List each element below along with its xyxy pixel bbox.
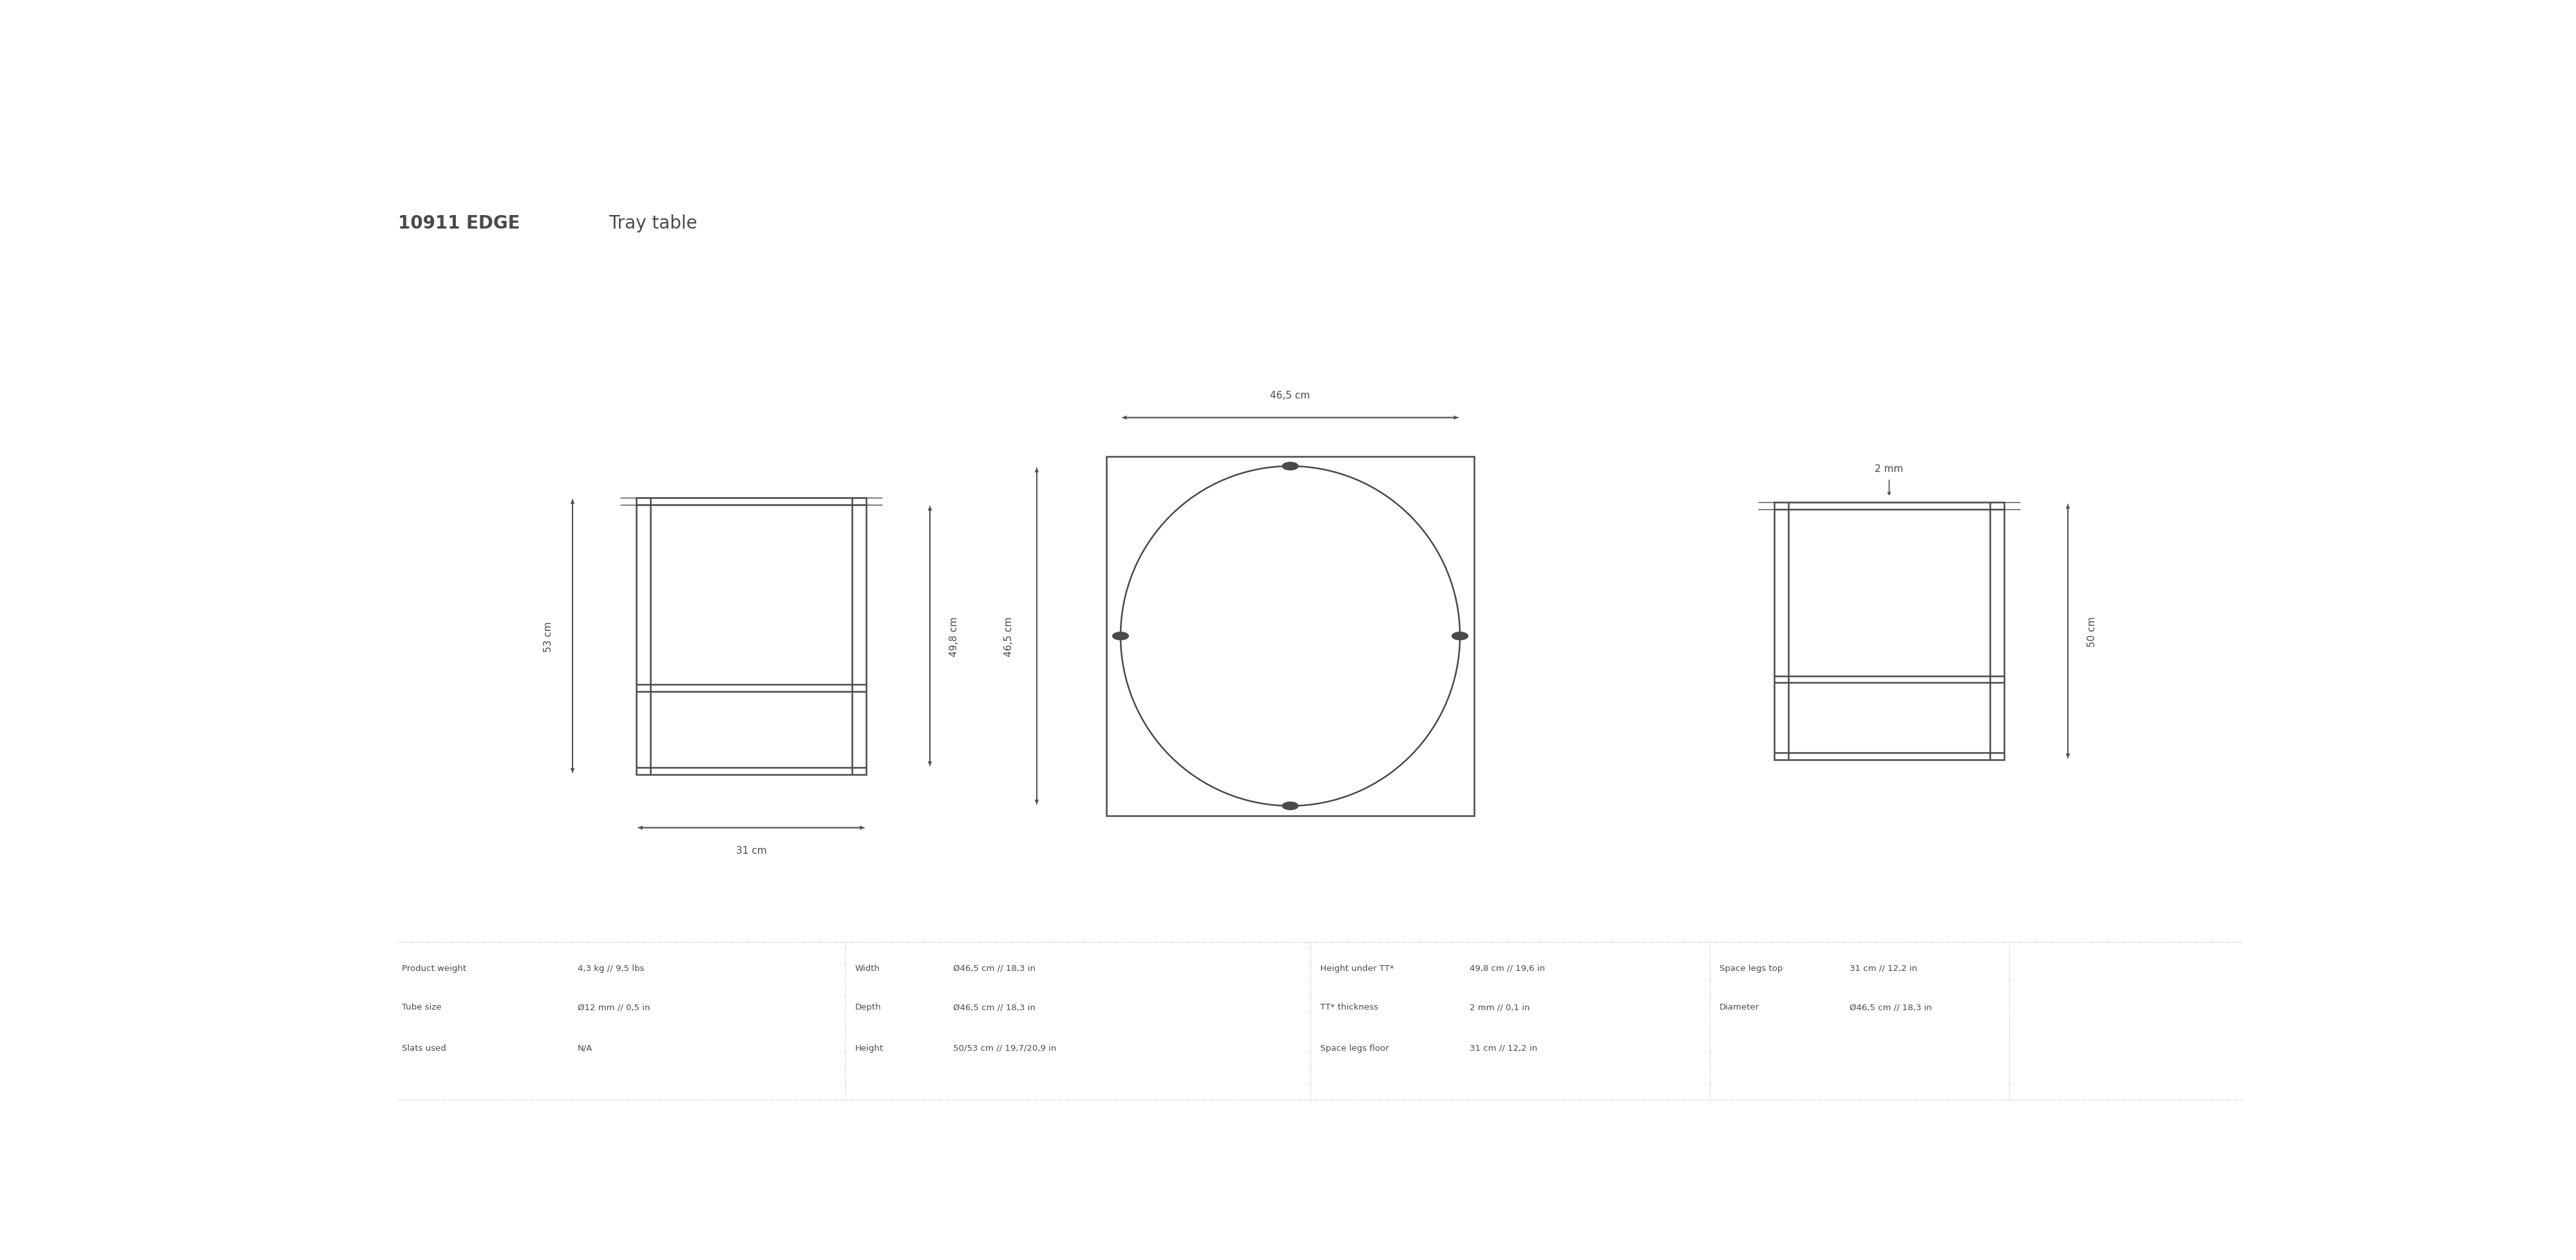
Text: 10911 EDGE: 10911 EDGE bbox=[397, 214, 520, 232]
Text: 31 cm // 12,2 in: 31 cm // 12,2 in bbox=[1471, 1043, 1538, 1052]
Text: 50/53 cm // 19,7/20,9 in: 50/53 cm // 19,7/20,9 in bbox=[953, 1043, 1056, 1052]
Bar bbox=[636, 498, 866, 775]
Text: 4,3 kg // 9,5 lbs: 4,3 kg // 9,5 lbs bbox=[577, 964, 644, 973]
Text: Product weight: Product weight bbox=[402, 964, 466, 973]
Text: Space legs top: Space legs top bbox=[1721, 964, 1783, 973]
Bar bbox=[1775, 503, 2004, 760]
Text: Tube size: Tube size bbox=[402, 1003, 440, 1011]
Text: Diameter: Diameter bbox=[1721, 1003, 1759, 1011]
Text: Ø46,5 cm // 18,3 in: Ø46,5 cm // 18,3 in bbox=[953, 1003, 1036, 1011]
Text: 2 mm // 0,1 in: 2 mm // 0,1 in bbox=[1471, 1003, 1530, 1011]
Text: TT* thickness: TT* thickness bbox=[1319, 1003, 1378, 1011]
Text: N/A: N/A bbox=[577, 1043, 592, 1052]
Text: 31 cm // 12,2 in: 31 cm // 12,2 in bbox=[1850, 964, 1917, 973]
Circle shape bbox=[1283, 462, 1298, 470]
Text: 53 cm: 53 cm bbox=[544, 621, 554, 651]
Text: Ø46,5 cm // 18,3 in: Ø46,5 cm // 18,3 in bbox=[953, 964, 1036, 973]
Text: Ø46,5 cm // 18,3 in: Ø46,5 cm // 18,3 in bbox=[1850, 1003, 1932, 1011]
Text: 50 cm: 50 cm bbox=[2087, 616, 2097, 646]
Circle shape bbox=[1113, 633, 1128, 640]
Text: 49,8 cm: 49,8 cm bbox=[948, 616, 958, 656]
Bar bbox=[1108, 457, 1473, 815]
Circle shape bbox=[1283, 803, 1298, 810]
Text: 2 mm: 2 mm bbox=[1875, 464, 1904, 474]
Text: Tray table: Tray table bbox=[603, 214, 698, 232]
Text: Depth: Depth bbox=[855, 1003, 881, 1011]
Text: 31 cm: 31 cm bbox=[737, 845, 768, 856]
Circle shape bbox=[1453, 633, 1468, 640]
Text: 49,8 cm // 19,6 in: 49,8 cm // 19,6 in bbox=[1471, 964, 1546, 973]
Text: Space legs floor: Space legs floor bbox=[1319, 1043, 1388, 1052]
Text: Height under TT*: Height under TT* bbox=[1319, 964, 1394, 973]
Text: 46,5 cm: 46,5 cm bbox=[1005, 616, 1012, 656]
Text: Width: Width bbox=[855, 964, 881, 973]
Text: 46,5 cm: 46,5 cm bbox=[1270, 391, 1311, 401]
Text: Ø12 mm // 0,5 in: Ø12 mm // 0,5 in bbox=[577, 1003, 649, 1011]
Text: Height: Height bbox=[855, 1043, 884, 1052]
Text: Slats used: Slats used bbox=[402, 1043, 446, 1052]
